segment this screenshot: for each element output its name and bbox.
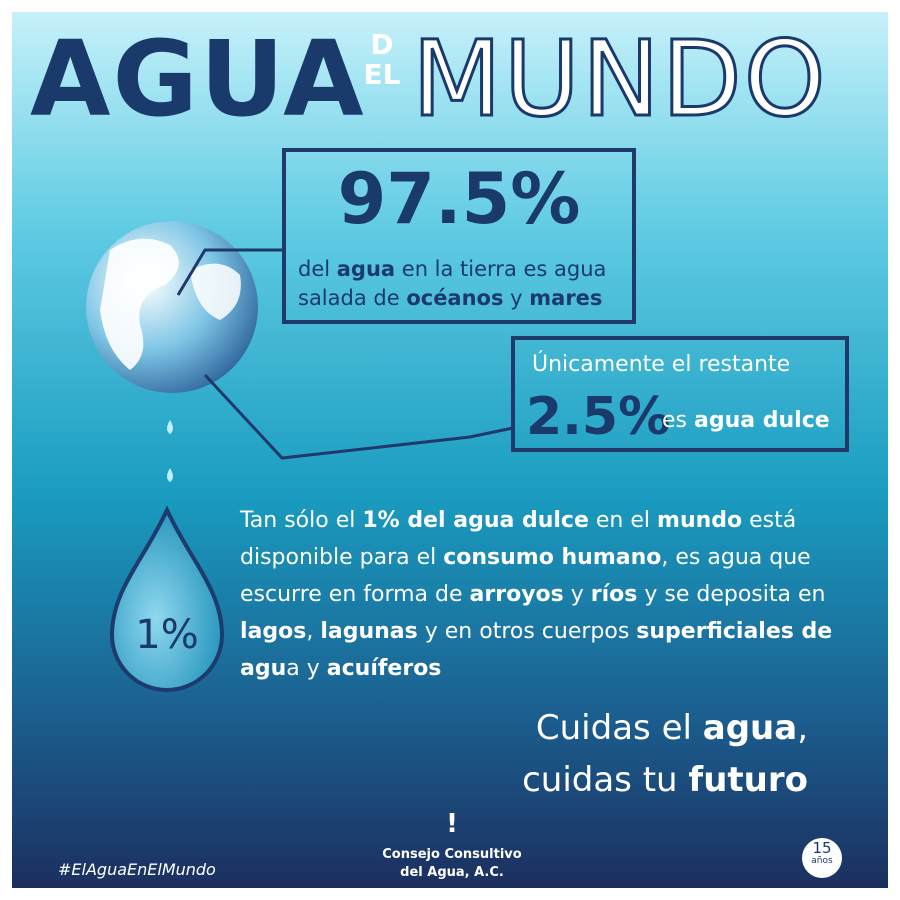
text-run: agua bbox=[336, 257, 396, 281]
text-run: está disponible para el bbox=[240, 508, 797, 570]
text-run: mares bbox=[529, 286, 603, 310]
org-line: del Agua, A.C. bbox=[400, 865, 504, 880]
badge-number: 15 bbox=[812, 839, 832, 857]
text-run: agua dulce bbox=[694, 408, 830, 433]
stat-main-value: 97.5% bbox=[337, 158, 581, 240]
text-run: cuidas tu bbox=[522, 760, 689, 800]
badge-word: años bbox=[811, 856, 833, 866]
org-line: Consejo Consultivo bbox=[382, 847, 522, 862]
title-mundo: MUNDO bbox=[411, 17, 828, 142]
text-run: y bbox=[503, 286, 530, 310]
org: Consejo Consultivo del Agua, A.C. bbox=[352, 846, 552, 882]
text-run: Cuidas el bbox=[535, 708, 703, 748]
text-run: y en otros cuerpos bbox=[417, 619, 637, 644]
text-run: mundo bbox=[657, 508, 743, 533]
text-run: , bbox=[797, 708, 808, 748]
text-run: futuro bbox=[688, 760, 808, 800]
text-run: , es agua que escurre en forma de bbox=[240, 545, 811, 607]
slogan-line: cuidas tu futuro bbox=[440, 754, 808, 806]
slogan: Cuidas el agua, cuidas tu futuro bbox=[440, 702, 808, 806]
text-run: ríos bbox=[590, 582, 638, 607]
title-agua: AGUA bbox=[30, 18, 366, 140]
stat-fresh-text: es agua dulce bbox=[662, 408, 830, 433]
stat-main-text: del agua en la tierra es agua salada de … bbox=[298, 255, 624, 313]
text-run: consumo humano bbox=[443, 545, 662, 570]
badge: 15 años bbox=[802, 839, 842, 868]
text-run: del bbox=[298, 257, 337, 281]
text-run: acuíferos bbox=[326, 656, 442, 681]
text-run: agua bbox=[702, 708, 798, 748]
text-run: superficiales de agu bbox=[240, 619, 833, 681]
stat-fresh-value: 2.5% bbox=[526, 387, 671, 447]
text-run: y se deposita en bbox=[637, 582, 826, 607]
text-run: es bbox=[662, 408, 694, 433]
slogan-line: Cuidas el agua, bbox=[440, 702, 808, 754]
stat-fresh-intro: Únicamente el restante bbox=[532, 352, 791, 377]
text-run: océanos bbox=[406, 286, 504, 310]
text-run: en la tierra es agua salada de bbox=[298, 257, 607, 310]
text-run: Tan sólo el bbox=[240, 508, 363, 533]
svg-text:!: ! bbox=[446, 809, 458, 839]
text-run: en el bbox=[588, 508, 658, 533]
text-run: lagos bbox=[240, 619, 307, 644]
text-run: , bbox=[306, 619, 321, 644]
text-run: lagunas bbox=[320, 619, 418, 644]
text-run: a y bbox=[286, 656, 327, 681]
text-run: 1% del agua dulce bbox=[362, 508, 589, 533]
title-del: DEL bbox=[363, 28, 401, 91]
drop-label: 1% bbox=[135, 612, 199, 658]
text-run: y bbox=[563, 582, 591, 607]
text-run: arroyos bbox=[469, 582, 564, 607]
paragraph: Tan sólo el 1% del agua dulce en el mund… bbox=[240, 502, 870, 687]
hashtag: #ElAguaEnElMundo bbox=[58, 860, 216, 879]
